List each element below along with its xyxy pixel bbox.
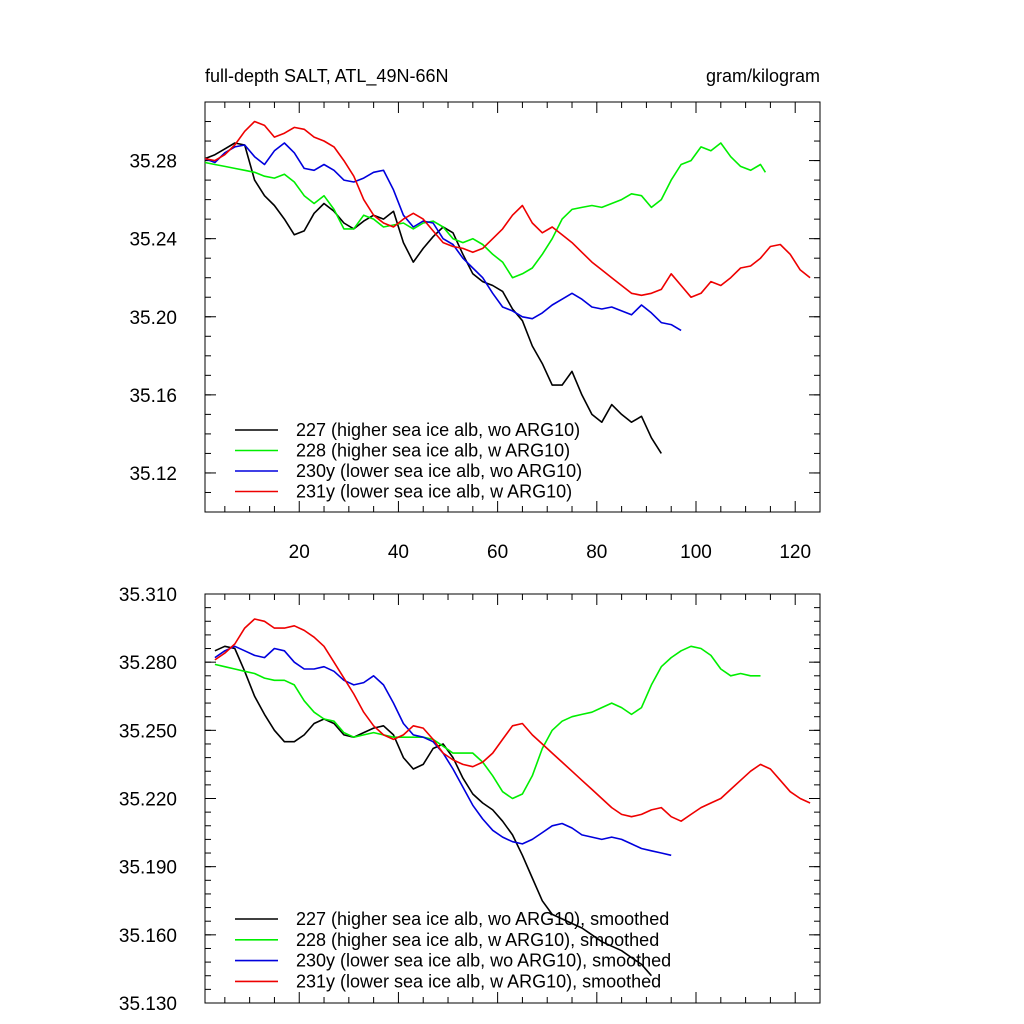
y-tick-label: 35.20 [129, 308, 177, 329]
series-line-231y [214, 618, 811, 823]
legend-label-230y: 230y (lower sea ice alb, wo ARG10), smoo… [296, 951, 671, 971]
legend-label-228: 228 (higher sea ice alb, w ARG10) [296, 441, 570, 461]
series-line-231y [204, 120, 811, 299]
x-tick-label: 60 [487, 542, 508, 563]
y-tick-label: 35.190 [119, 858, 177, 879]
legend-label-227: 227 (higher sea ice alb, wo ARG10), smoo… [296, 909, 669, 929]
legend-label-228: 228 (higher sea ice alb, w ARG10), smoot… [296, 930, 659, 950]
chart-title-left: full-depth SALT, ATL_49N-66N [205, 66, 448, 87]
y-tick-label: 35.160 [119, 926, 177, 947]
y-tick-label: 35.280 [119, 653, 177, 674]
series-line-230y [214, 645, 672, 857]
series-line-227 [204, 142, 662, 454]
y-tick-label: 35.12 [129, 464, 177, 485]
y-tick-label: 35.16 [129, 386, 177, 407]
x-tick-label: 120 [779, 542, 811, 563]
y-tick-label: 35.220 [119, 790, 177, 811]
y-tick-label: 35.28 [129, 152, 177, 173]
series-line-227 [214, 645, 653, 977]
series-line-230y [204, 142, 682, 332]
series-line-228 [204, 142, 767, 279]
legend-label-231y: 231y (lower sea ice alb, w ARG10), smoot… [296, 971, 661, 991]
chart-title-right: gram/kilogram [706, 66, 820, 86]
legend-label-231y: 231y (lower sea ice alb, w ARG10) [296, 482, 572, 502]
x-tick-label: 20 [289, 542, 310, 563]
series-line-228 [214, 645, 761, 800]
legend-label-230y: 230y (lower sea ice alb, wo ARG10) [296, 461, 582, 481]
plot-frame [204, 101, 821, 513]
bottom-panel-smoothed: 35.130 35.160 35.190 35.220 35.250 35.280 35.3… [119, 585, 821, 1015]
x-tick-label: 80 [586, 542, 607, 563]
y-tick-label: 35.24 [129, 230, 177, 251]
y-tick-label: 35.310 [119, 585, 177, 606]
y-tick-label: 35.130 [119, 994, 177, 1015]
x-tick-label: 100 [680, 542, 712, 563]
legend-label-227: 227 (higher sea ice alb, wo ARG10) [296, 420, 580, 440]
x-tick-label: 40 [388, 542, 409, 563]
y-tick-label: 35.250 [119, 721, 177, 742]
top-panel-raw: 35.12 35.16 35.20 35.24 35.28 20 40 60 80 100 120 2… [129, 101, 821, 563]
